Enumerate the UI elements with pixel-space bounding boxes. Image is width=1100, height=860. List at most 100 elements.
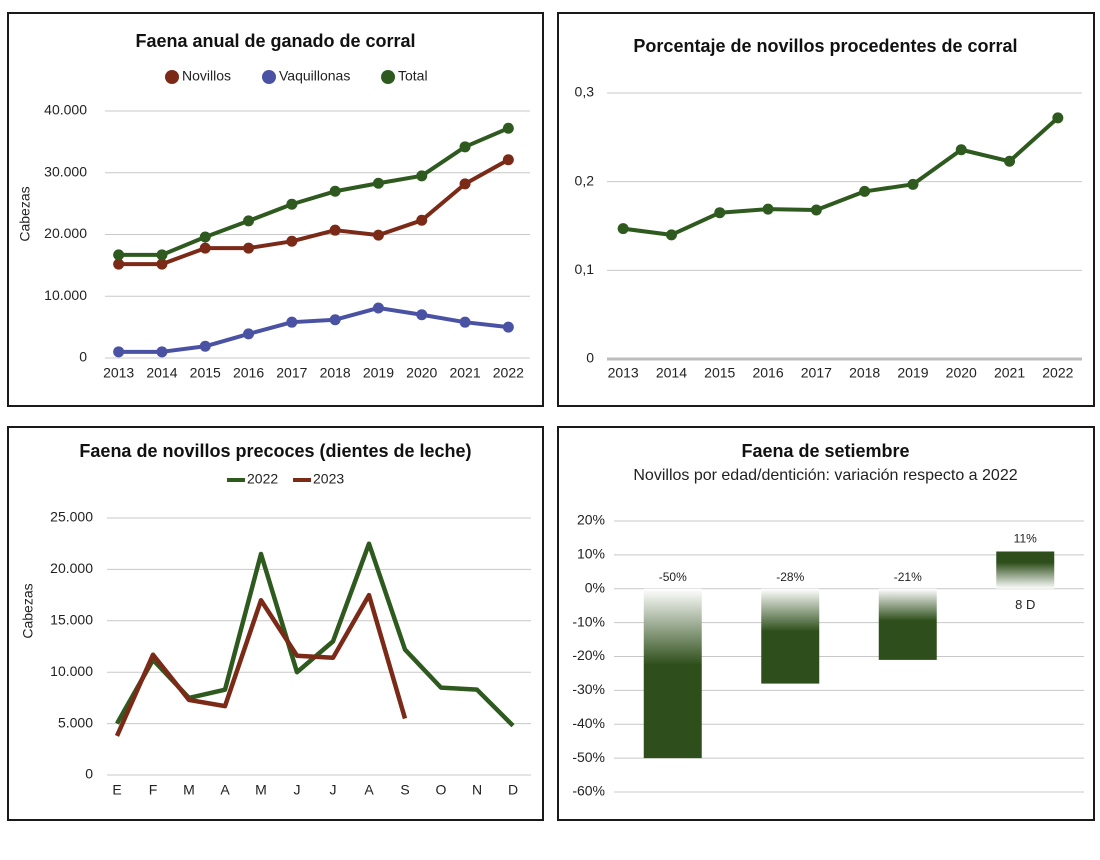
point	[329, 314, 341, 326]
x-tick-label: J	[294, 782, 301, 798]
value-label: -50%	[659, 570, 687, 584]
y-tick-label: 5.000	[58, 714, 93, 730]
x-tick-label: F	[149, 782, 158, 798]
x-tick-label: 2017	[801, 365, 832, 381]
y-tick-label: 20.000	[44, 225, 87, 241]
x-tick-label: 2015	[704, 365, 735, 381]
point	[372, 229, 384, 241]
point	[459, 141, 471, 153]
series-line	[118, 158, 510, 267]
point	[286, 198, 298, 210]
legend-marker	[381, 70, 395, 84]
x-tick-label: A	[220, 782, 230, 798]
x-tick-label: 2017	[276, 365, 307, 381]
legend-label: Novillos	[182, 68, 231, 84]
point	[329, 224, 341, 236]
x-tick-label: 2016	[233, 365, 264, 381]
legend-label: 2023	[313, 471, 344, 487]
point	[243, 328, 255, 340]
chart-title: Faena de setiembre	[741, 441, 909, 461]
x-tick-label: 2019	[897, 365, 928, 381]
point	[286, 235, 298, 247]
point	[810, 204, 822, 216]
legend-label: Vaquillonas	[279, 68, 350, 84]
chart: Faena anual de ganado de corral Cabezas 0 1…	[17, 31, 530, 381]
point	[113, 258, 125, 270]
panel: Faena de novillos precoces (dientes de l…	[7, 426, 544, 821]
bar	[996, 551, 1055, 589]
point	[243, 215, 255, 227]
chart: Faena de novillos precoces (dientes de l…	[20, 441, 531, 798]
y-tick-label: -60%	[572, 783, 605, 799]
y-tick-label: 10%	[577, 546, 605, 562]
series-line	[114, 592, 408, 737]
y-tick-label: 10.000	[50, 663, 93, 679]
x-tick-label: A	[364, 782, 374, 798]
point	[416, 214, 428, 226]
point	[955, 144, 967, 156]
chart-title: Porcentaje de novillos procedentes de co…	[633, 36, 1017, 56]
y-tick-label: 0,2	[575, 172, 595, 188]
point	[714, 207, 726, 219]
y-tick-label: 15.000	[50, 612, 93, 628]
chart-subtitle: Novillos por edad/dentición: variación r…	[633, 467, 1017, 484]
x-tick-label: 2013	[608, 365, 639, 381]
point	[199, 340, 211, 352]
y-tick-label: 25.000	[50, 509, 93, 525]
x-tick-label: 2021	[994, 365, 1025, 381]
bar	[643, 588, 702, 759]
y-tick-label: -50%	[572, 749, 605, 765]
point	[416, 170, 428, 182]
point	[416, 309, 428, 321]
y-tick-label: 0	[85, 766, 93, 782]
point	[156, 258, 168, 270]
y-tick-label: 30.000	[44, 163, 87, 179]
bar	[761, 588, 820, 684]
x-tick-label: 2013	[103, 365, 134, 381]
x-tick-label: S	[400, 782, 409, 798]
x-tick-label: N	[472, 782, 482, 798]
x-tick-label: 2016	[752, 365, 783, 381]
series-line	[118, 126, 510, 257]
point	[113, 346, 125, 358]
point	[502, 321, 514, 333]
panel: Porcentaje de novillos procedentes de co…	[557, 12, 1095, 407]
x-tick-label: E	[112, 782, 121, 798]
value-label: -28%	[776, 570, 804, 584]
series-line	[115, 541, 515, 728]
y-tick-label: 0%	[585, 579, 605, 595]
point	[907, 178, 919, 190]
x-tick-label: 2022	[1042, 365, 1073, 381]
point	[459, 316, 471, 328]
y-tick-label: 40.000	[44, 102, 87, 118]
panel: Faena anual de ganado de corral Cabezas 0 1…	[7, 12, 544, 407]
point	[372, 302, 384, 314]
x-tick-label: M	[183, 782, 195, 798]
legend-label: Total	[398, 68, 428, 84]
chart: Faena de setiembre Novillos por edad/dent…	[572, 441, 1084, 799]
y-tick-label: 0	[586, 350, 594, 366]
x-tick-label: 2020	[946, 365, 977, 381]
point	[665, 229, 677, 241]
bar	[878, 588, 937, 660]
x-tick-label: 2021	[449, 365, 480, 381]
point	[502, 154, 514, 166]
y-axis-label: Cabezas	[20, 583, 36, 638]
y-tick-label: 10.000	[44, 287, 87, 303]
point	[156, 346, 168, 358]
legend-marker	[165, 70, 179, 84]
y-tick-label: -40%	[572, 715, 605, 731]
panel: Faena de setiembre Novillos por edad/dent…	[557, 426, 1095, 821]
point	[243, 242, 255, 254]
series-line	[118, 305, 509, 354]
y-tick-label: 20%	[577, 512, 605, 528]
x-tick-label: 2018	[320, 365, 351, 381]
chart-title: Faena de novillos precoces (dientes de l…	[79, 441, 471, 461]
series-line	[622, 116, 1060, 237]
x-tick-label: 2014	[146, 365, 177, 381]
point	[199, 242, 211, 254]
x-tick-label: D	[508, 782, 518, 798]
y-tick-label: 0,1	[575, 261, 595, 277]
x-tick-label: 2018	[849, 365, 880, 381]
